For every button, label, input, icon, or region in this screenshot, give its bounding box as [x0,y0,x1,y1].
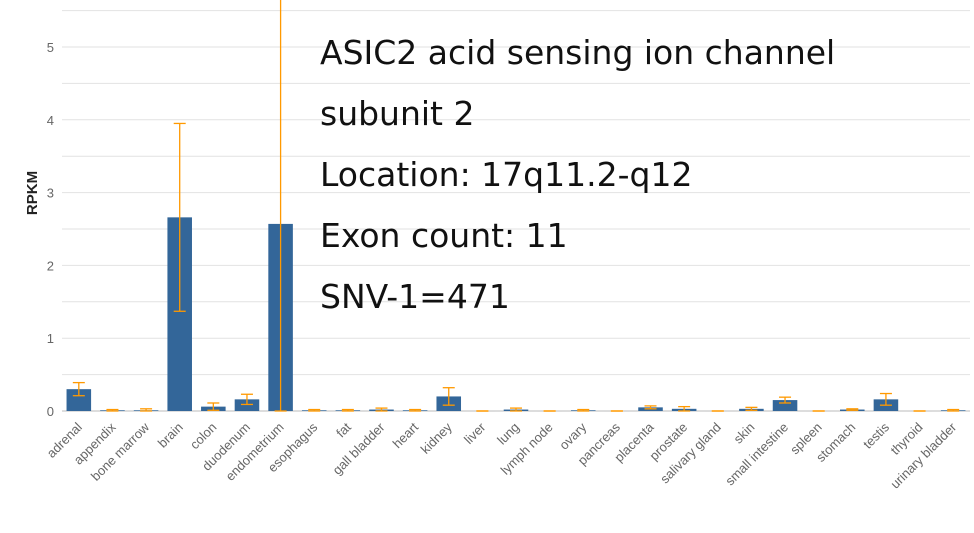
gene-title-line1: ASIC2 acid sensing ion channel [320,33,836,72]
gene-title-line2: subunit 2 [320,94,475,133]
bar [66,389,92,411]
y-tick-label: 3 [47,186,54,201]
gene-location: Location: 17q11.2-q12 [320,155,693,194]
x-tick-label: kidney [418,419,456,457]
y-tick-label: 2 [47,258,54,273]
bar [772,400,798,411]
gene-snv: SNV-1=471 [320,277,510,316]
y-tick-label: 4 [47,113,54,128]
y-tick-label: 0 [47,404,54,419]
gene-info: ASIC2 acid sensing ion channel subunit 2… [320,22,835,327]
error-bars [72,0,960,412]
y-tick-label: 5 [47,40,54,55]
y-axis-label: RPKM [24,171,41,215]
gene-exon-count: Exon count: 11 [320,216,568,255]
x-tick-label: lung [494,420,522,448]
x-tick-label: brain [155,420,186,451]
y-tick-labels: 0 1 2 3 4 5 [47,40,54,419]
grid-lines [62,10,970,412]
x-tick-label: fat [333,419,354,440]
x-tick-label: liver [461,419,489,447]
x-tick-label: skin [731,420,758,447]
bar [234,399,260,411]
y-tick-label: 1 [47,331,54,346]
